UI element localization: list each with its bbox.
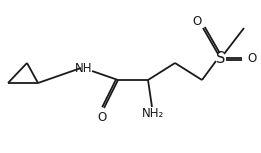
Text: O: O bbox=[247, 52, 257, 65]
Text: NH₂: NH₂ bbox=[142, 106, 164, 119]
Text: S: S bbox=[216, 50, 226, 65]
Text: NH: NH bbox=[75, 62, 93, 75]
Text: O: O bbox=[192, 15, 202, 28]
Text: O: O bbox=[97, 110, 107, 123]
